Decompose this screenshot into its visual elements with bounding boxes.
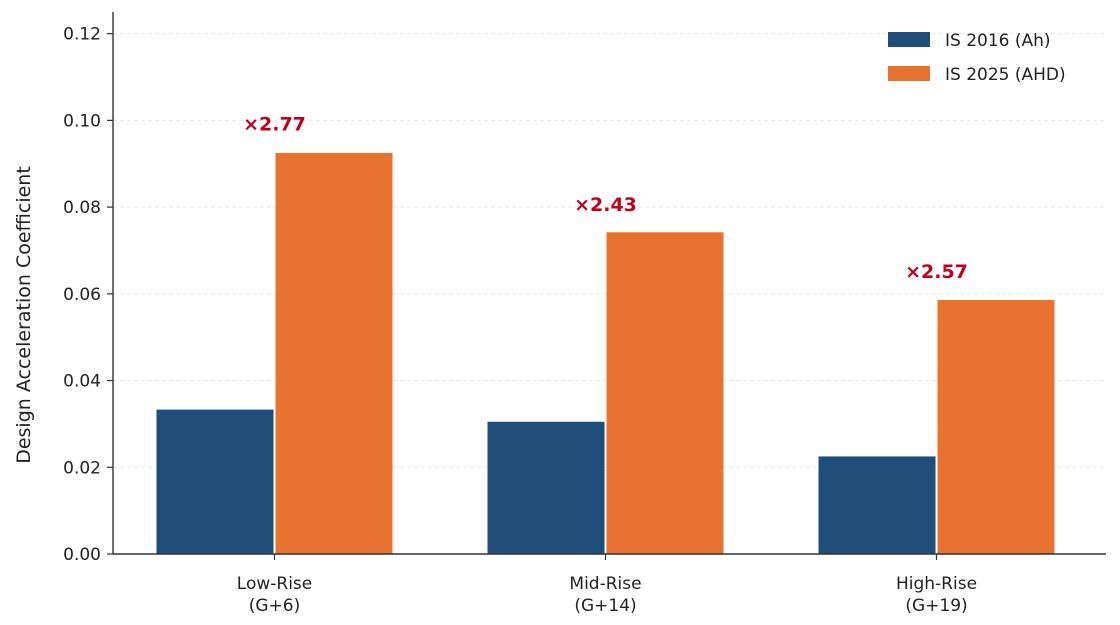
legend: IS 2016 (Ah) IS 2025 (AHD) [888, 31, 1066, 85]
x-tick-label: (G+6) [249, 596, 301, 616]
ratio-annotation: ×2.43 [574, 194, 637, 216]
y-tick-label: 0.10 [63, 111, 101, 131]
legend-swatch [888, 66, 930, 81]
bar-is2016 [818, 456, 936, 554]
bar-is2016 [156, 409, 274, 554]
legend-label: IS 2025 (AHD) [945, 65, 1066, 85]
y-axis-ticks: 0.00 0.02 0.04 0.06 0.08 0.10 0.12 [63, 25, 113, 565]
x-tick-label: Low-Rise [237, 574, 312, 594]
y-tick-label: 0.06 [63, 285, 101, 305]
x-tick-label: High-Rise [896, 574, 977, 594]
ratio-annotation: ×2.57 [905, 261, 968, 283]
bar-is2025 [275, 152, 393, 555]
y-tick-label: 0.12 [63, 25, 101, 45]
ratio-annotation: ×2.77 [243, 114, 306, 136]
bars-layer [156, 152, 1055, 555]
x-axis-ticks: Low-Rise(G+6) Mid-Rise(G+14) High-Rise(G+1… [237, 554, 977, 616]
x-tick-label: (G+14) [574, 596, 636, 616]
y-tick-label: 0.02 [63, 458, 101, 478]
legend-swatch [888, 32, 930, 47]
y-tick-label: 0.04 [63, 372, 101, 392]
y-tick-label: 0.00 [63, 545, 101, 565]
axes-layer [112, 12, 1106, 555]
bar-is2025 [937, 299, 1055, 554]
bar-is2016 [487, 421, 605, 554]
bar-is2025 [606, 232, 724, 554]
x-tick-label: Mid-Rise [569, 574, 641, 594]
y-axis-label: Design Acceleration Coefficient [13, 166, 35, 464]
annotation-layer: ×2.77 ×2.43 ×2.57 [243, 114, 968, 283]
x-tick-label: (G+19) [905, 596, 967, 616]
legend-label: IS 2016 (Ah) [945, 31, 1051, 51]
y-tick-label: 0.08 [63, 198, 101, 218]
